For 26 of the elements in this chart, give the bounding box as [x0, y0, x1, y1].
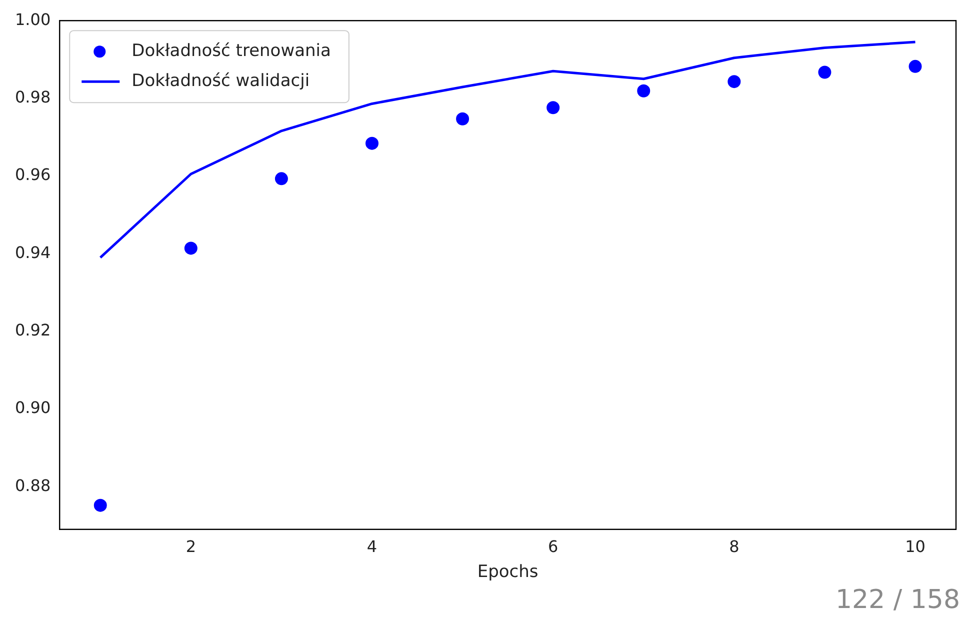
x-tick-label: 2 — [186, 537, 196, 556]
point — [366, 136, 378, 150]
point — [94, 498, 107, 512]
x-tick-label: 6 — [548, 537, 558, 556]
x-tick-label: 4 — [366, 537, 378, 556]
y-tick-label: 1.00 — [15, 10, 51, 29]
x-tick-label: 8 — [729, 537, 740, 556]
y-tick-label: 0.98 — [15, 87, 51, 106]
point — [728, 75, 741, 88]
x-tick-label: 10 — [905, 537, 926, 556]
x-axis-title: Epochs — [477, 562, 538, 582]
y-tick-label: 0.90 — [15, 398, 51, 418]
legend-label: Dokładność walidacji — [132, 71, 310, 92]
y-tick-label: 0.92 — [15, 320, 51, 340]
y-tick-label: 0.88 — [15, 476, 51, 495]
point — [546, 101, 560, 114]
point — [908, 60, 922, 73]
point — [274, 172, 288, 186]
text: 122 / 158 — [835, 585, 960, 615]
point — [184, 242, 198, 255]
y-tick-label: 0.94 — [15, 242, 51, 262]
y-tick-label: 0.96 — [15, 165, 51, 184]
point — [818, 66, 832, 79]
legend-label: Dokładność trenowania — [132, 41, 331, 62]
point — [637, 84, 650, 98]
point — [456, 112, 470, 126]
